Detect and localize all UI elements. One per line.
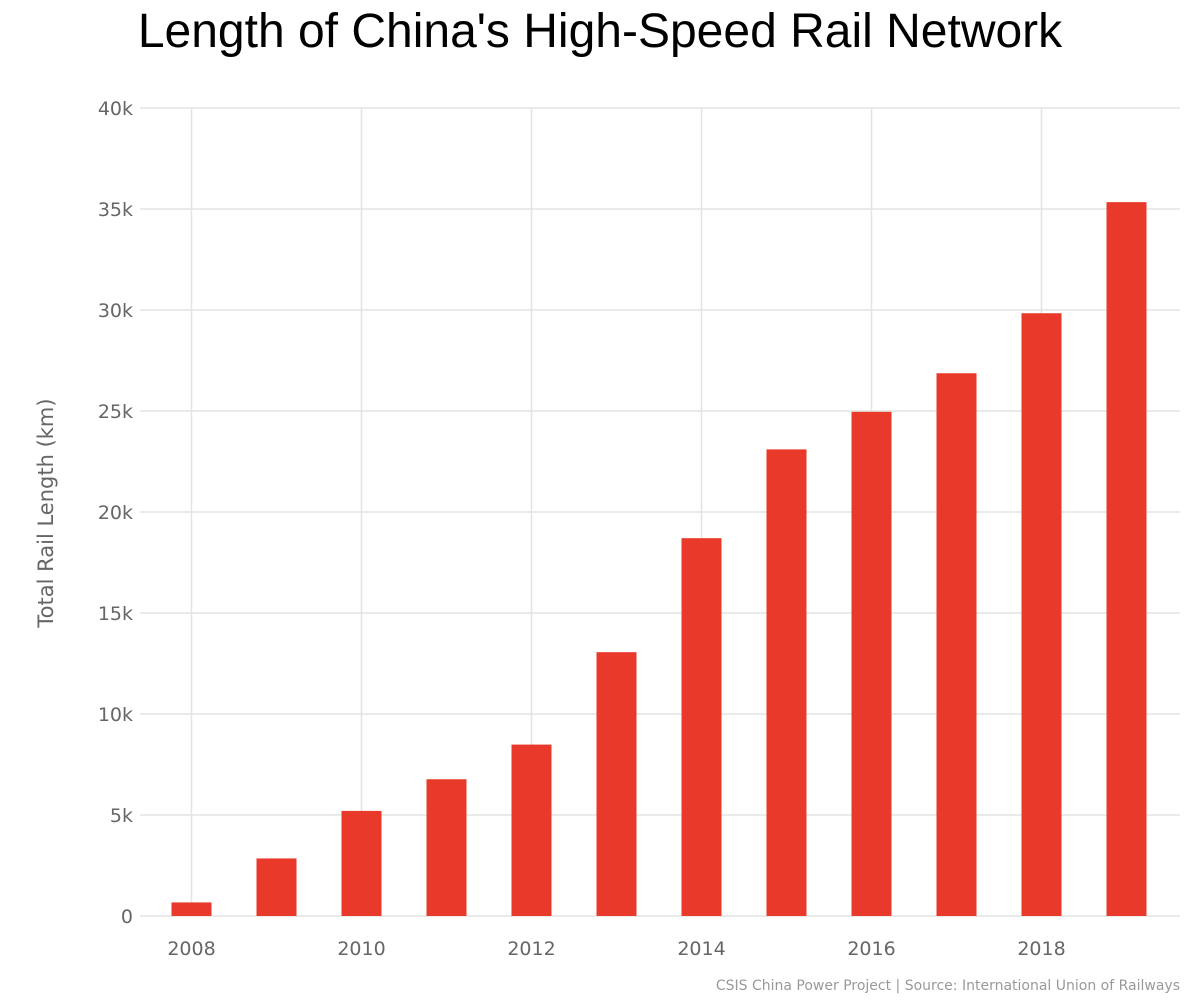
y-tick-label: 15k [98, 603, 133, 625]
x-tick-label: 2014 [677, 938, 725, 960]
x-tick-label: 2010 [337, 938, 385, 960]
chart-title: Length of China's High-Speed Rail Networ… [137, 5, 1063, 58]
x-tick-label: 2012 [507, 938, 555, 960]
x-tick-label: 2018 [1017, 938, 1065, 960]
y-tick-label: 25k [98, 401, 133, 423]
bar-2015[interactable] [766, 449, 807, 916]
y-tick-label: 30k [98, 300, 133, 322]
tick-labels: 0 5k 10k 15k 20k 25k 30k 35k 40k 2008 2010 2012 2014… [98, 98, 1066, 960]
bar-2011[interactable] [426, 779, 467, 916]
y-tick-label: 20k [98, 502, 133, 524]
x-tick-label: 2016 [847, 938, 895, 960]
y-tick-label: 0 [121, 906, 133, 928]
bar-2014[interactable] [681, 538, 722, 916]
bar-2017[interactable] [936, 373, 977, 916]
bar-2019[interactable] [1106, 202, 1147, 916]
x-tick-label: 2008 [167, 938, 215, 960]
bar-2009[interactable] [256, 858, 297, 916]
bar-2018[interactable] [1021, 313, 1062, 916]
y-tick-label: 10k [98, 704, 133, 726]
source-credit: CSIS China Power Project | Source: Inter… [715, 978, 1180, 994]
bar-2012[interactable] [511, 744, 552, 916]
bars [171, 202, 1147, 916]
bar-2010[interactable] [341, 810, 382, 916]
y-tick-label: 5k [110, 805, 133, 827]
bar-2008[interactable] [171, 902, 212, 916]
y-tick-label: 40k [98, 98, 133, 120]
y-tick-label: 35k [98, 199, 133, 221]
bar-2016[interactable] [851, 411, 892, 916]
bar-2013[interactable] [596, 652, 637, 916]
